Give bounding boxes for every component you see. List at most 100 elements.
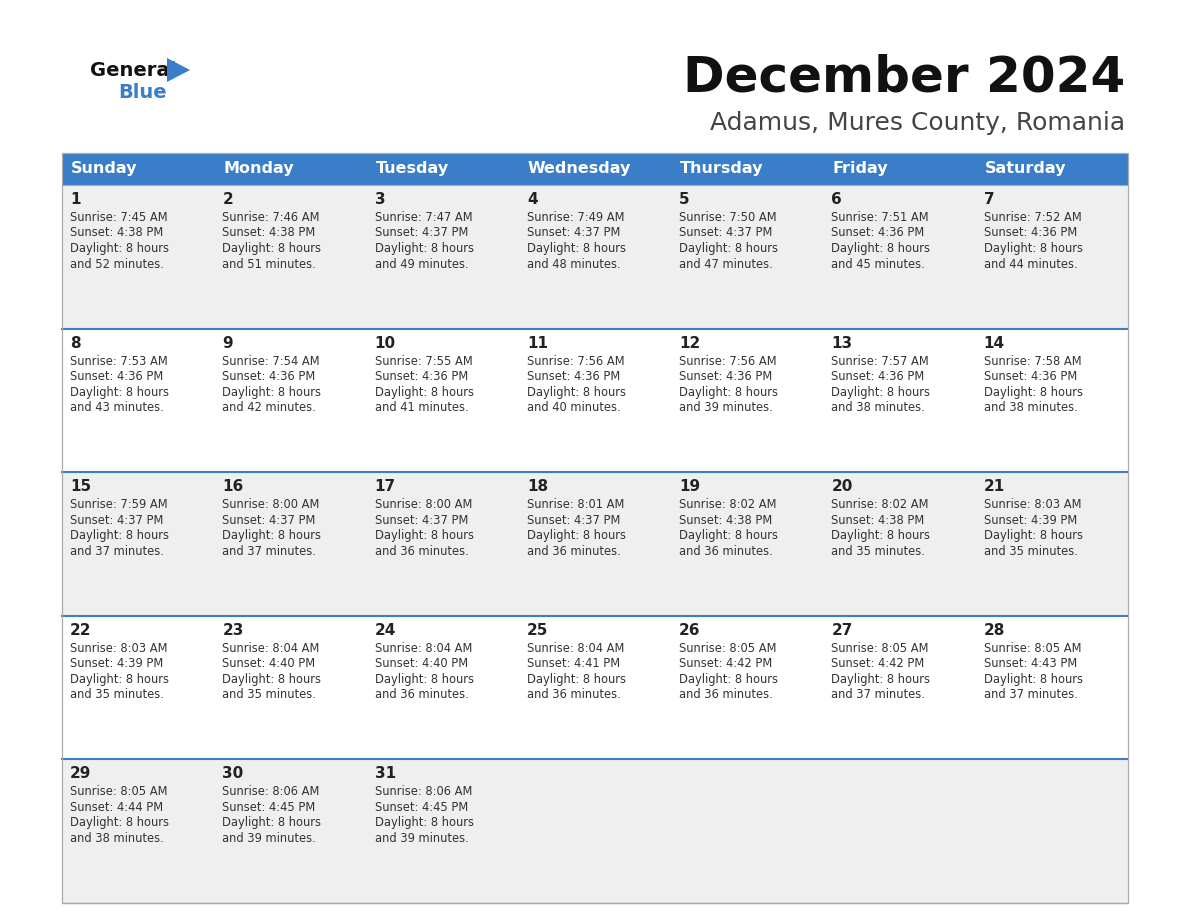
Bar bbox=[367, 616, 519, 759]
Text: 11: 11 bbox=[526, 336, 548, 351]
Text: and 47 minutes.: and 47 minutes. bbox=[680, 258, 773, 271]
Text: Sunset: 4:39 PM: Sunset: 4:39 PM bbox=[984, 514, 1078, 527]
Text: and 43 minutes.: and 43 minutes. bbox=[70, 401, 164, 414]
Text: 18: 18 bbox=[526, 479, 548, 494]
Text: Sunset: 4:37 PM: Sunset: 4:37 PM bbox=[526, 514, 620, 527]
Text: Sunset: 4:37 PM: Sunset: 4:37 PM bbox=[374, 514, 468, 527]
Text: and 36 minutes.: and 36 minutes. bbox=[526, 544, 620, 558]
Text: Sunrise: 8:03 AM: Sunrise: 8:03 AM bbox=[984, 498, 1081, 511]
Text: and 37 minutes.: and 37 minutes. bbox=[70, 544, 164, 558]
Text: Daylight: 8 hours: Daylight: 8 hours bbox=[984, 673, 1082, 686]
Text: Daylight: 8 hours: Daylight: 8 hours bbox=[832, 242, 930, 255]
Bar bbox=[519, 616, 671, 759]
Text: 1: 1 bbox=[70, 192, 81, 207]
Bar bbox=[62, 329, 214, 472]
Bar bbox=[975, 616, 1127, 759]
Text: 28: 28 bbox=[984, 622, 1005, 638]
Text: Daylight: 8 hours: Daylight: 8 hours bbox=[680, 673, 778, 686]
Text: Sunrise: 7:47 AM: Sunrise: 7:47 AM bbox=[374, 211, 472, 224]
Text: and 38 minutes.: and 38 minutes. bbox=[70, 832, 164, 845]
Text: and 49 minutes.: and 49 minutes. bbox=[374, 258, 468, 271]
Text: 21: 21 bbox=[984, 479, 1005, 494]
Bar bbox=[62, 153, 1127, 903]
Bar bbox=[823, 472, 975, 616]
Text: and 36 minutes.: and 36 minutes. bbox=[680, 544, 773, 558]
Text: Sunset: 4:36 PM: Sunset: 4:36 PM bbox=[70, 370, 163, 383]
Text: Adamus, Mures County, Romania: Adamus, Mures County, Romania bbox=[710, 111, 1125, 135]
Text: Sunrise: 7:50 AM: Sunrise: 7:50 AM bbox=[680, 211, 777, 224]
Text: Wednesday: Wednesday bbox=[527, 162, 631, 176]
Text: Sunrise: 8:05 AM: Sunrise: 8:05 AM bbox=[984, 642, 1081, 655]
Text: 5: 5 bbox=[680, 192, 690, 207]
Text: 16: 16 bbox=[222, 479, 244, 494]
Text: Daylight: 8 hours: Daylight: 8 hours bbox=[374, 816, 474, 829]
Text: 31: 31 bbox=[374, 767, 396, 781]
Text: and 35 minutes.: and 35 minutes. bbox=[984, 544, 1078, 558]
Text: Sunrise: 7:55 AM: Sunrise: 7:55 AM bbox=[374, 354, 473, 367]
Bar bbox=[367, 759, 519, 903]
Text: Sunrise: 8:05 AM: Sunrise: 8:05 AM bbox=[70, 786, 168, 799]
Text: and 37 minutes.: and 37 minutes. bbox=[222, 544, 316, 558]
Text: Daylight: 8 hours: Daylight: 8 hours bbox=[70, 529, 169, 543]
Text: and 35 minutes.: and 35 minutes. bbox=[222, 688, 316, 701]
Text: Sunset: 4:41 PM: Sunset: 4:41 PM bbox=[526, 657, 620, 670]
Text: Sunrise: 7:46 AM: Sunrise: 7:46 AM bbox=[222, 211, 320, 224]
Bar bbox=[671, 759, 823, 903]
Text: Sunset: 4:36 PM: Sunset: 4:36 PM bbox=[984, 227, 1078, 240]
Text: Sunrise: 7:54 AM: Sunrise: 7:54 AM bbox=[222, 354, 320, 367]
Text: Sunset: 4:38 PM: Sunset: 4:38 PM bbox=[70, 227, 163, 240]
Text: Sunset: 4:38 PM: Sunset: 4:38 PM bbox=[832, 514, 924, 527]
Text: 17: 17 bbox=[374, 479, 396, 494]
Text: Daylight: 8 hours: Daylight: 8 hours bbox=[832, 673, 930, 686]
Bar bbox=[367, 185, 519, 329]
Text: 8: 8 bbox=[70, 336, 81, 351]
Text: Sunrise: 7:51 AM: Sunrise: 7:51 AM bbox=[832, 211, 929, 224]
Bar bbox=[823, 759, 975, 903]
Text: and 36 minutes.: and 36 minutes. bbox=[374, 688, 468, 701]
Text: 7: 7 bbox=[984, 192, 994, 207]
Bar bbox=[367, 472, 519, 616]
Bar bbox=[214, 185, 367, 329]
Text: and 36 minutes.: and 36 minutes. bbox=[680, 688, 773, 701]
Text: 6: 6 bbox=[832, 192, 842, 207]
Bar bbox=[671, 329, 823, 472]
Text: Sunrise: 8:00 AM: Sunrise: 8:00 AM bbox=[222, 498, 320, 511]
Bar bbox=[214, 759, 367, 903]
Text: Sunset: 4:37 PM: Sunset: 4:37 PM bbox=[374, 227, 468, 240]
Text: Saturday: Saturday bbox=[985, 162, 1066, 176]
Text: 20: 20 bbox=[832, 479, 853, 494]
Text: Daylight: 8 hours: Daylight: 8 hours bbox=[680, 386, 778, 398]
Text: Sunset: 4:38 PM: Sunset: 4:38 PM bbox=[680, 514, 772, 527]
Bar bbox=[823, 185, 975, 329]
Bar bbox=[823, 329, 975, 472]
Text: Daylight: 8 hours: Daylight: 8 hours bbox=[526, 529, 626, 543]
Text: Daylight: 8 hours: Daylight: 8 hours bbox=[984, 529, 1082, 543]
Text: Sunset: 4:45 PM: Sunset: 4:45 PM bbox=[222, 800, 316, 814]
Bar bbox=[519, 759, 671, 903]
Text: Sunset: 4:39 PM: Sunset: 4:39 PM bbox=[70, 657, 163, 670]
Text: Sunrise: 7:58 AM: Sunrise: 7:58 AM bbox=[984, 354, 1081, 367]
Bar bbox=[823, 616, 975, 759]
Text: December 2024: December 2024 bbox=[683, 54, 1125, 102]
Text: and 35 minutes.: and 35 minutes. bbox=[832, 544, 925, 558]
Text: Sunrise: 7:56 AM: Sunrise: 7:56 AM bbox=[680, 354, 777, 367]
Text: Sunset: 4:36 PM: Sunset: 4:36 PM bbox=[832, 370, 924, 383]
Bar bbox=[975, 329, 1127, 472]
Text: Daylight: 8 hours: Daylight: 8 hours bbox=[374, 242, 474, 255]
Text: Daylight: 8 hours: Daylight: 8 hours bbox=[832, 386, 930, 398]
Bar bbox=[62, 759, 214, 903]
Text: and 39 minutes.: and 39 minutes. bbox=[374, 832, 468, 845]
Text: Daylight: 8 hours: Daylight: 8 hours bbox=[374, 673, 474, 686]
Text: Daylight: 8 hours: Daylight: 8 hours bbox=[526, 673, 626, 686]
Text: Sunset: 4:36 PM: Sunset: 4:36 PM bbox=[222, 370, 316, 383]
Text: Daylight: 8 hours: Daylight: 8 hours bbox=[832, 529, 930, 543]
Text: Sunrise: 8:04 AM: Sunrise: 8:04 AM bbox=[222, 642, 320, 655]
Text: Daylight: 8 hours: Daylight: 8 hours bbox=[222, 386, 321, 398]
Text: and 42 minutes.: and 42 minutes. bbox=[222, 401, 316, 414]
Text: Tuesday: Tuesday bbox=[375, 162, 449, 176]
Text: and 36 minutes.: and 36 minutes. bbox=[526, 688, 620, 701]
Text: and 44 minutes.: and 44 minutes. bbox=[984, 258, 1078, 271]
Text: Daylight: 8 hours: Daylight: 8 hours bbox=[374, 529, 474, 543]
Text: and 38 minutes.: and 38 minutes. bbox=[984, 401, 1078, 414]
Text: Sunrise: 8:06 AM: Sunrise: 8:06 AM bbox=[222, 786, 320, 799]
